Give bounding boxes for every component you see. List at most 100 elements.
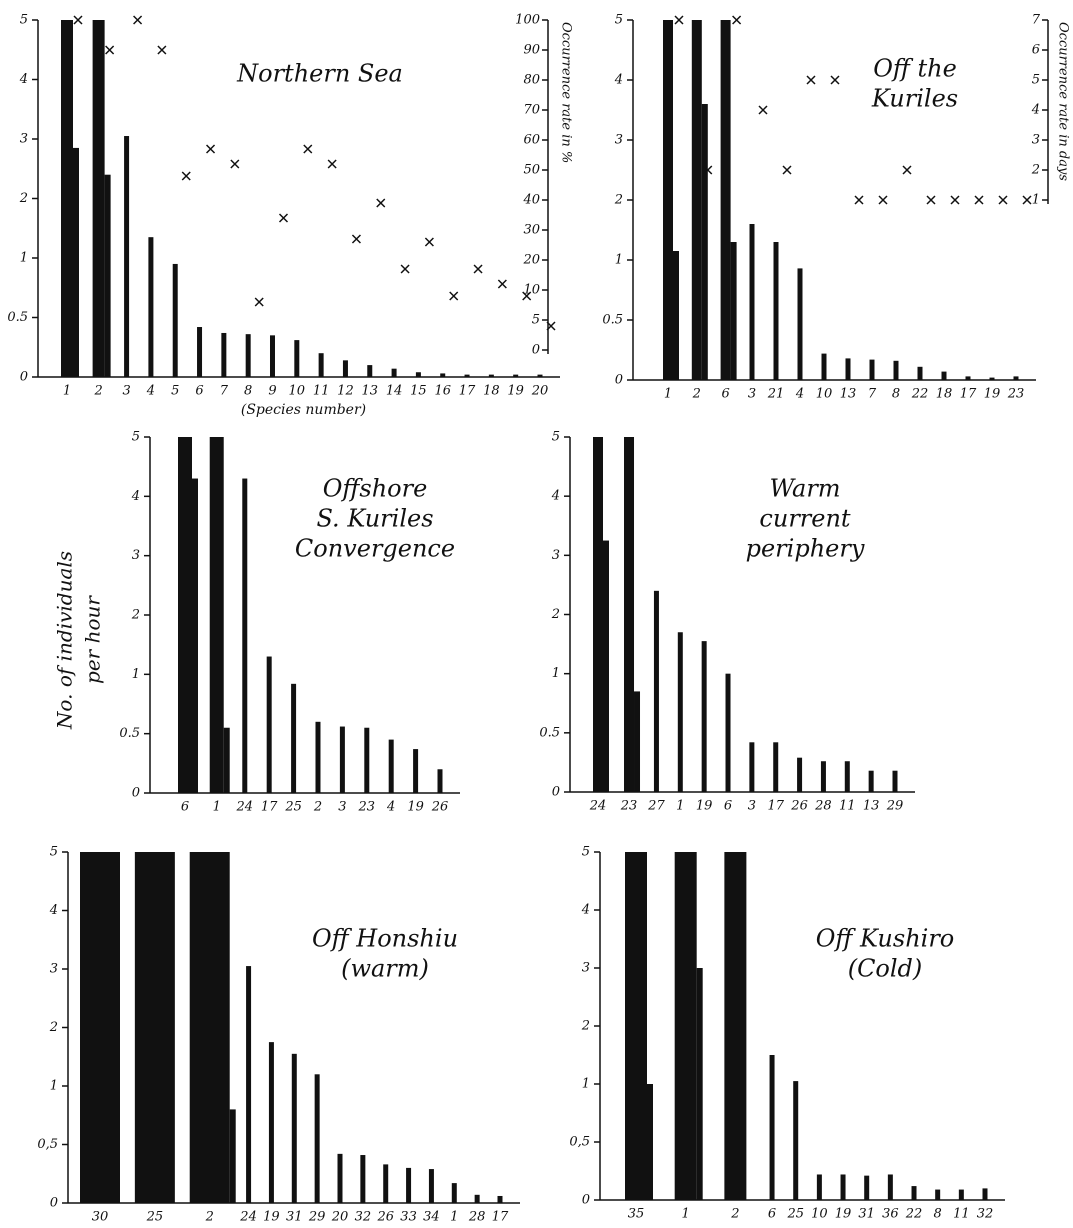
x-tick-label: 4 xyxy=(386,800,395,815)
tick-label: 1 xyxy=(1032,193,1040,208)
x-tick-label: 24 xyxy=(239,1210,257,1225)
bar xyxy=(989,377,995,380)
bar xyxy=(513,374,519,377)
x-tick-label: 7 xyxy=(868,387,877,402)
bar xyxy=(266,656,272,793)
bar xyxy=(134,852,175,1203)
bar xyxy=(917,366,923,380)
tick-label: 4 xyxy=(1031,103,1040,118)
x-tick-label: 11 xyxy=(953,1207,970,1222)
tick-label: 1 xyxy=(552,666,560,681)
x-tick-label: 24 xyxy=(236,800,254,815)
bar xyxy=(337,1153,343,1203)
bar xyxy=(242,478,248,793)
bar xyxy=(209,437,224,793)
bar xyxy=(935,1189,941,1200)
x-tick-label: 11 xyxy=(839,799,856,814)
x-tick-label: 33 xyxy=(400,1210,417,1225)
tick-label: 4 xyxy=(581,903,590,918)
chart-title: current xyxy=(759,505,851,533)
x-tick-label: 20 xyxy=(531,384,549,399)
bar xyxy=(691,20,702,380)
x-tick-label: 19 xyxy=(984,387,1001,402)
tick-label: 3 xyxy=(20,132,28,147)
tick-label: 70 xyxy=(523,103,540,118)
tick-label: 80 xyxy=(523,73,540,88)
bar xyxy=(647,1084,653,1200)
x-tick-label: 34 xyxy=(423,1210,440,1225)
x-tick-label: 19 xyxy=(835,1207,852,1222)
bar xyxy=(73,147,79,377)
tick-label: 40 xyxy=(522,193,540,208)
x-tick-label: 28 xyxy=(468,1210,486,1225)
bar xyxy=(892,770,898,792)
marker xyxy=(278,213,289,223)
bar xyxy=(451,1183,457,1203)
x-tick-label: 19 xyxy=(263,1210,280,1225)
bar xyxy=(294,340,300,377)
tick-label: 2 xyxy=(614,193,623,208)
chart-title: Offshore xyxy=(323,475,428,503)
x-tick-label: 17 xyxy=(492,1210,509,1225)
tick-label: 3 xyxy=(582,961,590,976)
bar xyxy=(437,769,443,793)
marker xyxy=(73,15,83,25)
chart-title: Northern Sea xyxy=(236,60,403,88)
bar xyxy=(701,641,707,792)
bar xyxy=(816,1174,822,1200)
tick-label: 2 xyxy=(1031,163,1040,178)
tick-label: 1 xyxy=(132,667,140,682)
x-tick-label: 6 xyxy=(181,800,189,815)
x-tick-label: 2 xyxy=(93,384,102,399)
bar xyxy=(229,1109,236,1203)
tick-label: 0 xyxy=(582,1193,590,1208)
x-tick-label: 6 xyxy=(768,1207,776,1222)
bar xyxy=(674,852,697,1200)
bar xyxy=(653,590,659,792)
x-tick-label: 23 xyxy=(1007,387,1025,402)
marker xyxy=(878,195,888,205)
bar xyxy=(189,852,230,1203)
x-tick-label: 1 xyxy=(213,800,221,815)
marker xyxy=(327,159,337,169)
bar xyxy=(342,360,348,377)
x-tick-label: 26 xyxy=(376,1210,394,1225)
tick-label: 3 xyxy=(50,962,58,977)
x-tick-label: 2 xyxy=(692,387,701,402)
x-tick-label: 13 xyxy=(840,387,857,402)
x-tick-label: 4 xyxy=(795,387,804,402)
chart-title: (Cold) xyxy=(848,955,923,983)
bar xyxy=(364,727,370,793)
bar xyxy=(864,1175,870,1200)
marker xyxy=(133,15,143,25)
x-tick-label: 31 xyxy=(858,1207,875,1222)
x-tick-label: 35 xyxy=(628,1207,645,1222)
tick-label: 4 xyxy=(614,73,623,88)
x-tick-label: 23 xyxy=(620,799,638,814)
tick-label: 0 xyxy=(552,785,560,800)
marker xyxy=(974,195,984,205)
bar xyxy=(893,360,899,380)
bar xyxy=(673,251,679,380)
tick-label: 4 xyxy=(19,72,28,87)
chart-title: (warm) xyxy=(341,955,429,983)
bar xyxy=(383,1164,389,1203)
tick-label: 1 xyxy=(582,1077,590,1092)
x-tick-label: 17 xyxy=(960,387,977,402)
tick-label: 4 xyxy=(551,489,560,504)
bar xyxy=(245,334,251,377)
bar xyxy=(821,353,827,380)
marker xyxy=(376,198,386,208)
x-tick-label: 19 xyxy=(696,799,713,814)
chart-title: Convergence xyxy=(295,535,455,563)
bar xyxy=(440,373,446,377)
tick-label: 0.5 xyxy=(539,725,560,740)
marker xyxy=(351,234,361,244)
marker xyxy=(830,75,840,85)
x-tick-label: 25 xyxy=(786,1207,804,1222)
bar xyxy=(941,371,947,380)
x-tick-label: 6 xyxy=(721,387,729,402)
bar xyxy=(391,368,397,377)
bar xyxy=(223,727,230,793)
x-tick-label: 22 xyxy=(905,1207,923,1222)
